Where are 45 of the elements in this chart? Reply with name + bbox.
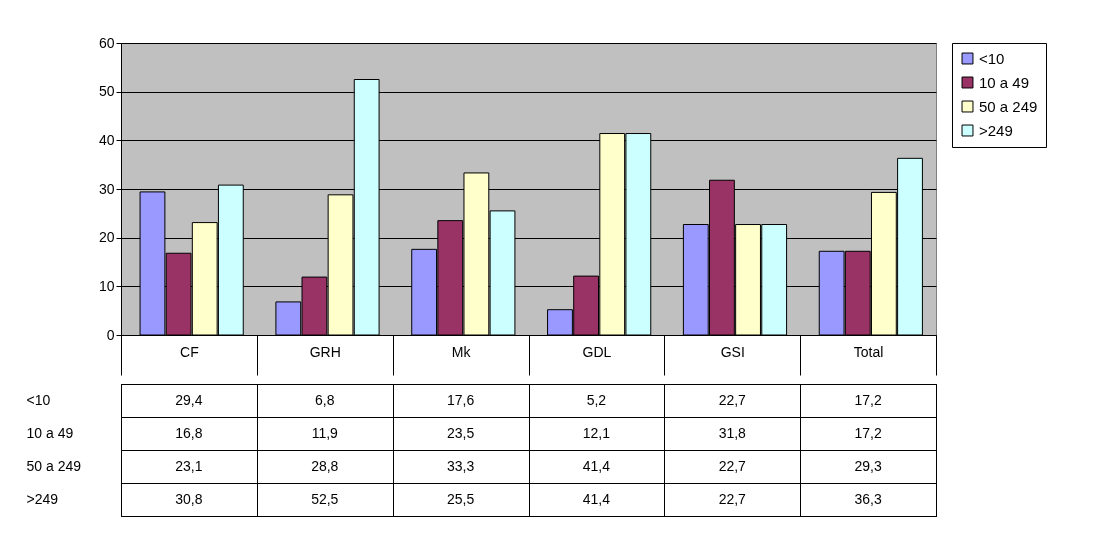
- x-tick-label: Total: [853, 343, 884, 360]
- text: 10 a 49: [26, 425, 74, 441]
- data-label: 31,8: [718, 424, 747, 441]
- y-tick-label: 10: [98, 277, 115, 294]
- text: >249: [26, 491, 59, 507]
- data-label: 23,1: [175, 457, 203, 474]
- data-label: 33,3: [446, 457, 475, 474]
- legend-label: <10: [979, 49, 1005, 67]
- y-tick-label: 40: [98, 131, 115, 148]
- x-tick-label: GDL: [582, 343, 612, 360]
- legend-label: 10 a 49: [979, 73, 1030, 91]
- y-tick-label: 0: [106, 326, 115, 343]
- data-label: 5,2: [586, 391, 607, 408]
- y-tick-label: 20: [98, 229, 115, 246]
- data-label: 6,8: [315, 391, 335, 408]
- y-tick-label: 30: [98, 180, 115, 197]
- text: <10: [26, 392, 51, 408]
- data-label: 17,2: [854, 391, 882, 408]
- data-label: 12,1: [582, 424, 611, 441]
- data-label: 29,3: [854, 457, 882, 474]
- y-tick-label: 50: [98, 83, 115, 100]
- data-label: 28,8: [311, 457, 339, 474]
- legend-label: >249: [979, 121, 1013, 139]
- x-tick-label: GSI: [720, 343, 745, 360]
- data-label: 17,2: [854, 424, 882, 441]
- y-tick-label: 60: [98, 34, 115, 51]
- data-label: 22,7: [718, 457, 747, 474]
- data-label: 17,6: [446, 391, 475, 408]
- x-tick-label: CF: [180, 343, 199, 360]
- data-label: 52,5: [311, 490, 339, 507]
- text: 50 a 249: [26, 458, 81, 474]
- data-label: 41,4: [582, 457, 611, 474]
- data-label: 30,8: [175, 490, 203, 507]
- data-label: 16,8: [175, 424, 203, 441]
- x-tick-label: GRH: [309, 343, 341, 360]
- data-label: 41,4: [582, 490, 611, 507]
- legend-label: 50 a 249: [979, 97, 1038, 115]
- data-label: 11,9: [311, 424, 339, 441]
- data-label: 22,7: [718, 490, 747, 507]
- data-label: 29,4: [175, 391, 203, 408]
- data-label: 22,7: [718, 391, 747, 408]
- data-label: 25,5: [446, 490, 475, 507]
- x-tick-label: Mk: [451, 343, 472, 360]
- data-label: 36,3: [854, 490, 882, 507]
- data-label: 23,5: [446, 424, 475, 441]
